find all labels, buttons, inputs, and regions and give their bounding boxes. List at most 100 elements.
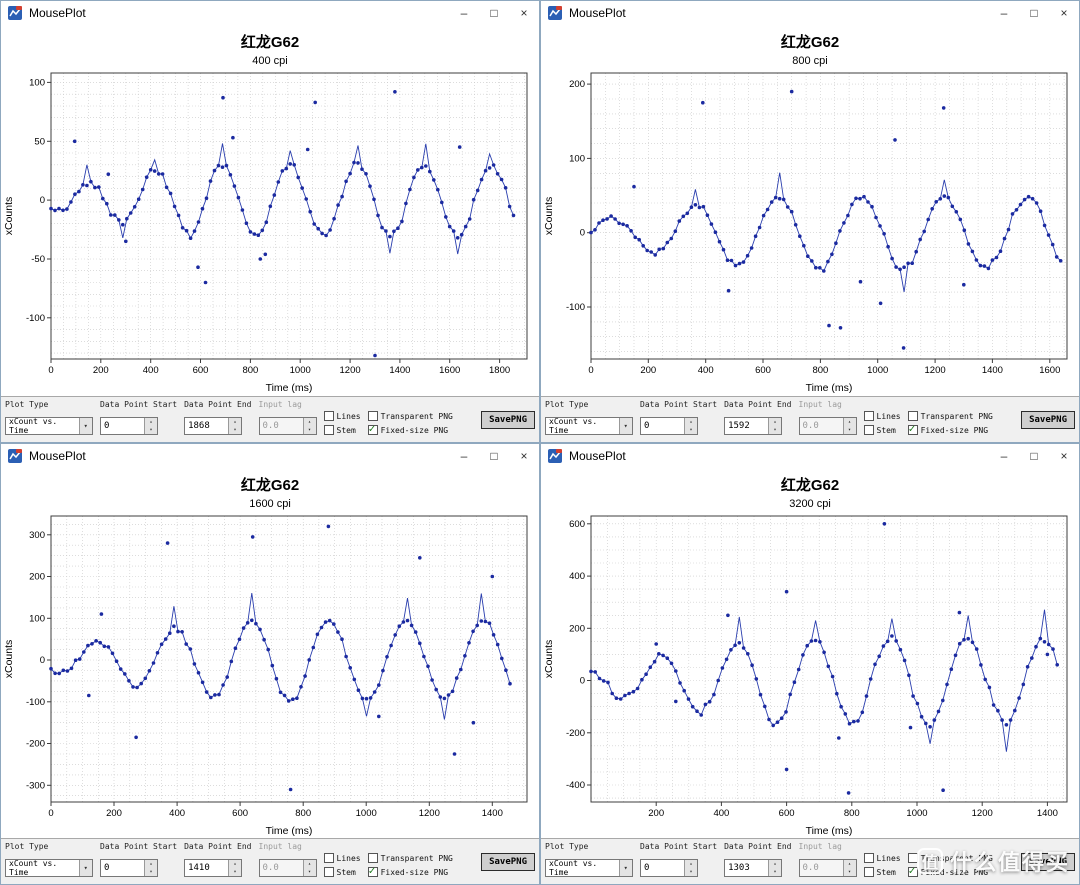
spinner-arrows[interactable]: ▴ ▾: [228, 860, 242, 876]
spin-up-icon[interactable]: ▴: [145, 418, 157, 426]
chevron-down-icon[interactable]: ▾: [78, 860, 92, 876]
checkbox-icon[interactable]: [863, 867, 874, 877]
data-point-start-input[interactable]: 0 ▴ ▾: [100, 859, 158, 877]
lines-checkbox[interactable]: Lines: [323, 411, 361, 421]
minimize-button[interactable]: –: [460, 449, 468, 463]
fixed-size-png-checkbox[interactable]: Fixed-size PNG: [367, 864, 453, 877]
data-point-end-input[interactable]: 1592 ▴ ▾: [724, 417, 783, 435]
spin-down-icon[interactable]: ▾: [229, 868, 242, 876]
spin-up-icon[interactable]: ▴: [769, 860, 782, 868]
stem-checkbox[interactable]: Stem: [323, 867, 361, 877]
close-button[interactable]: ×: [1060, 6, 1068, 20]
spin-down-icon[interactable]: ▾: [145, 868, 157, 876]
chart-title: 红龙G62: [240, 34, 300, 51]
spin-down-icon[interactable]: ▾: [769, 868, 782, 876]
checkbox-icon[interactable]: [907, 864, 918, 877]
chevron-down-icon[interactable]: ▾: [618, 418, 632, 434]
save-png-button[interactable]: SavePNG: [481, 410, 535, 429]
close-button[interactable]: ×: [1060, 449, 1068, 463]
spinner-arrows[interactable]: ▴ ▾: [144, 860, 157, 876]
spin-up-icon[interactable]: ▴: [685, 860, 697, 868]
maximize-button[interactable]: □: [1030, 6, 1038, 20]
checkbox-icon[interactable]: [863, 425, 874, 435]
svg-text:1800: 1800: [489, 365, 510, 376]
spinner-arrows[interactable]: ▴ ▾: [768, 418, 782, 434]
data-point-start-input[interactable]: 0 ▴ ▾: [640, 417, 698, 435]
plot-type-select[interactable]: xCount vs. Time ▾: [545, 417, 633, 435]
spin-up-icon[interactable]: ▴: [769, 418, 782, 426]
save-png-button[interactable]: SavePNG: [1021, 410, 1075, 429]
lines-checkbox[interactable]: Lines: [323, 853, 361, 863]
transparent-png-label: Transparent PNG: [920, 411, 993, 421]
data-point-start-input[interactable]: 0 ▴ ▾: [100, 417, 158, 435]
checkbox-icon[interactable]: [323, 853, 334, 863]
spinner-arrows[interactable]: ▴ ▾: [684, 860, 697, 876]
checkbox-icon[interactable]: [367, 411, 378, 421]
checkbox-icon[interactable]: [323, 425, 334, 435]
chevron-down-icon[interactable]: ▾: [78, 418, 92, 434]
svg-text:400: 400: [713, 808, 729, 819]
lines-checkbox[interactable]: Lines: [863, 853, 901, 863]
save-png-button[interactable]: SavePNG: [1021, 852, 1075, 871]
stem-checkbox[interactable]: Stem: [323, 425, 361, 435]
spin-up-icon: ▴: [843, 418, 856, 426]
spinner-arrows[interactable]: ▴ ▾: [684, 418, 697, 434]
plot-type-select[interactable]: xCount vs. Time ▾: [545, 859, 633, 877]
close-button[interactable]: ×: [520, 6, 528, 20]
checkbox-icon[interactable]: [367, 853, 378, 863]
spin-down-icon[interactable]: ▾: [685, 868, 697, 876]
fixed-size-png-checkbox[interactable]: Fixed-size PNG: [907, 422, 993, 435]
spin-down-icon[interactable]: ▾: [145, 426, 157, 434]
spinner-arrows: ▴ ▾: [842, 860, 856, 876]
mouseplot-window: MousePlot – □ × 红龙G62 800 cpi 0 200 400 600…: [540, 0, 1080, 443]
spin-down-icon[interactable]: ▾: [769, 426, 782, 434]
input-lag-group: Input lag 0.0 ▴ ▾: [258, 399, 317, 435]
data-point-end-input[interactable]: 1303 ▴ ▾: [724, 859, 783, 877]
spin-down-icon[interactable]: ▾: [229, 426, 242, 434]
checkbox-icon[interactable]: [863, 853, 874, 863]
plot-type-select[interactable]: xCount vs. Time ▾: [5, 417, 93, 435]
transparent-png-checkbox[interactable]: Transparent PNG: [907, 411, 993, 421]
fixed-size-png-checkbox[interactable]: Fixed-size PNG: [367, 422, 453, 435]
maximize-button[interactable]: □: [1030, 449, 1038, 463]
spinner-arrows[interactable]: ▴ ▾: [144, 418, 157, 434]
maximize-button[interactable]: □: [490, 449, 498, 463]
checkbox-icon[interactable]: [323, 867, 334, 877]
svg-text:-100: -100: [26, 313, 45, 324]
fixed-size-png-checkbox[interactable]: Fixed-size PNG: [907, 864, 993, 877]
save-png-button[interactable]: SavePNG: [481, 852, 535, 871]
maximize-button[interactable]: □: [490, 6, 498, 20]
spinner-arrows[interactable]: ▴ ▾: [768, 860, 782, 876]
minimize-button[interactable]: –: [1000, 6, 1008, 20]
spin-up-icon[interactable]: ▴: [229, 860, 242, 868]
svg-text:200: 200: [106, 808, 122, 819]
spin-up-icon[interactable]: ▴: [229, 418, 242, 426]
data-point-end-input[interactable]: 1410 ▴ ▾: [184, 859, 243, 877]
checkbox-icon[interactable]: [367, 864, 378, 877]
checkbox-icon[interactable]: [367, 422, 378, 435]
transparent-png-checkbox[interactable]: Transparent PNG: [367, 853, 453, 863]
data-point-end-value: 1410: [188, 863, 210, 873]
checkbox-icon[interactable]: [863, 411, 874, 421]
close-button[interactable]: ×: [520, 449, 528, 463]
spin-up-icon[interactable]: ▴: [145, 860, 157, 868]
transparent-png-checkbox[interactable]: Transparent PNG: [367, 411, 453, 421]
plot-type-select[interactable]: xCount vs. Time ▾: [5, 859, 93, 877]
stem-checkbox[interactable]: Stem: [863, 867, 901, 877]
spin-down-icon[interactable]: ▾: [685, 426, 697, 434]
data-point-start-label: Data Point Start: [640, 842, 718, 851]
spinner-arrows[interactable]: ▴ ▾: [228, 418, 242, 434]
data-point-start-input[interactable]: 0 ▴ ▾: [640, 859, 698, 877]
checkbox-icon[interactable]: [907, 411, 918, 421]
lines-checkbox[interactable]: Lines: [863, 411, 901, 421]
input-lag-group: Input lag 0.0 ▴ ▾: [798, 841, 857, 877]
chevron-down-icon[interactable]: ▾: [618, 860, 632, 876]
data-point-end-input[interactable]: 1868 ▴ ▾: [184, 417, 243, 435]
stem-checkbox[interactable]: Stem: [863, 425, 901, 435]
plot-canvas: 0 200 400 600 800 1000 1200 1400 1600 1800-100-50…: [3, 72, 528, 394]
minimize-button[interactable]: –: [1000, 449, 1008, 463]
spin-up-icon[interactable]: ▴: [685, 418, 697, 426]
checkbox-icon[interactable]: [323, 411, 334, 421]
minimize-button[interactable]: –: [460, 6, 468, 20]
checkbox-icon[interactable]: [907, 422, 918, 435]
